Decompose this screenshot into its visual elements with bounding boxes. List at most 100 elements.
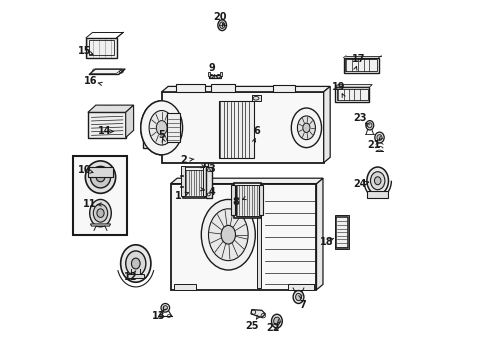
Bar — [203, 166, 206, 196]
Ellipse shape — [271, 314, 282, 328]
Bar — [336, 89, 367, 100]
Text: 13: 13 — [152, 311, 165, 321]
Polygon shape — [86, 38, 117, 58]
Text: 10: 10 — [78, 165, 91, 175]
Bar — [176, 84, 204, 92]
Ellipse shape — [374, 132, 384, 143]
Text: 20: 20 — [213, 12, 226, 22]
Bar — [205, 167, 212, 198]
Bar — [343, 58, 378, 73]
Polygon shape — [170, 178, 322, 184]
Ellipse shape — [131, 258, 140, 269]
Ellipse shape — [291, 108, 321, 148]
Bar — [89, 40, 114, 55]
Ellipse shape — [161, 303, 169, 312]
Ellipse shape — [93, 204, 107, 222]
Bar — [235, 185, 258, 216]
Ellipse shape — [125, 251, 145, 276]
Ellipse shape — [96, 172, 104, 182]
Polygon shape — [88, 112, 125, 138]
Ellipse shape — [273, 317, 280, 325]
Bar — [335, 87, 368, 102]
Text: 3: 3 — [208, 164, 215, 174]
Bar — [185, 170, 203, 196]
Text: 22: 22 — [266, 323, 280, 333]
Ellipse shape — [218, 20, 226, 31]
Ellipse shape — [292, 291, 303, 303]
Bar — [73, 156, 126, 235]
Polygon shape — [335, 85, 371, 87]
Polygon shape — [173, 153, 202, 162]
Text: 14: 14 — [98, 126, 111, 136]
Ellipse shape — [374, 177, 380, 185]
Text: 1: 1 — [174, 191, 181, 201]
Text: 9: 9 — [207, 63, 214, 73]
Bar — [211, 84, 234, 92]
Bar — [336, 217, 347, 248]
Bar — [208, 72, 210, 76]
Bar — [287, 284, 313, 290]
Text: 17: 17 — [351, 54, 365, 64]
Ellipse shape — [365, 121, 373, 130]
Ellipse shape — [90, 166, 110, 188]
Bar — [88, 167, 113, 177]
Bar — [258, 185, 263, 215]
Text: 5: 5 — [158, 130, 165, 140]
Bar — [251, 95, 260, 101]
Bar — [345, 59, 376, 71]
Polygon shape — [88, 105, 133, 112]
Bar — [204, 144, 208, 174]
Polygon shape — [162, 92, 323, 163]
Ellipse shape — [85, 161, 115, 193]
Ellipse shape — [219, 22, 224, 28]
Ellipse shape — [367, 123, 371, 128]
Bar — [230, 185, 235, 215]
Bar — [233, 183, 260, 218]
Bar — [145, 125, 158, 145]
Bar — [219, 101, 253, 158]
Bar — [183, 167, 204, 198]
Ellipse shape — [297, 116, 315, 140]
Bar — [220, 72, 222, 76]
Ellipse shape — [149, 111, 174, 145]
Bar — [167, 113, 179, 142]
Ellipse shape — [201, 199, 255, 270]
Ellipse shape — [163, 306, 167, 310]
Text: 6: 6 — [253, 126, 260, 136]
Bar — [174, 284, 196, 290]
Polygon shape — [250, 310, 265, 318]
Text: 19: 19 — [331, 82, 345, 92]
Text: 12: 12 — [124, 272, 138, 282]
Ellipse shape — [221, 225, 235, 244]
Bar — [181, 166, 185, 196]
Text: 24: 24 — [353, 179, 366, 189]
Polygon shape — [162, 86, 329, 92]
Ellipse shape — [370, 172, 384, 190]
Ellipse shape — [366, 167, 387, 194]
Text: 25: 25 — [244, 321, 258, 331]
Text: 7: 7 — [299, 300, 305, 310]
Polygon shape — [127, 274, 144, 278]
Bar — [335, 215, 348, 249]
Polygon shape — [90, 224, 110, 226]
Bar — [142, 123, 160, 148]
Polygon shape — [257, 185, 260, 288]
Polygon shape — [89, 69, 125, 75]
Text: 21: 21 — [366, 140, 380, 150]
Polygon shape — [170, 184, 316, 290]
Text: 18: 18 — [319, 237, 333, 247]
Polygon shape — [323, 86, 329, 163]
Polygon shape — [209, 75, 221, 78]
Polygon shape — [125, 105, 133, 138]
Ellipse shape — [121, 245, 151, 282]
Bar — [273, 85, 294, 92]
Text: 2: 2 — [180, 155, 186, 165]
Ellipse shape — [302, 123, 309, 132]
Ellipse shape — [89, 199, 111, 227]
Text: 15: 15 — [78, 46, 91, 56]
Text: 23: 23 — [353, 113, 366, 123]
Ellipse shape — [208, 209, 247, 261]
Text: 8: 8 — [232, 197, 239, 207]
Polygon shape — [316, 178, 322, 290]
Ellipse shape — [97, 209, 104, 217]
